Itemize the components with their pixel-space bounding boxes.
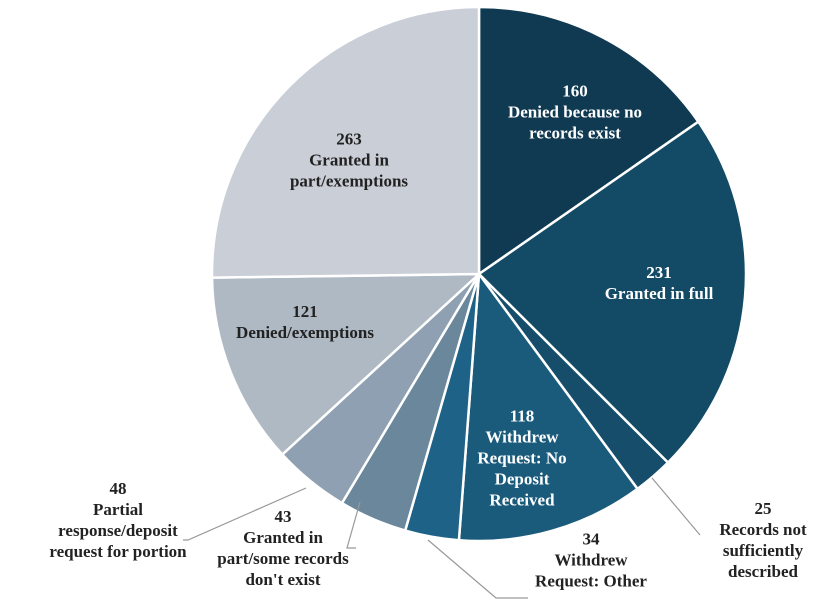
leader-line <box>427 539 528 599</box>
leader-line <box>651 477 701 536</box>
label-value: 118 <box>509 406 535 426</box>
data-label: 118 Withdrew Request: No Deposit Received <box>477 406 566 511</box>
pie-slice <box>210 5 481 279</box>
label-category: Denied/exemptions <box>236 323 374 342</box>
pie-slice <box>457 270 640 543</box>
label-value: 25 <box>754 499 772 518</box>
data-label: 48 Partial response/deposit request for p… <box>49 478 186 562</box>
label-value: 231 <box>646 263 672 282</box>
pie-slice <box>477 119 748 465</box>
label-category: Records not sufficiently described <box>719 520 807 581</box>
label-category: Withdrew Request: No Deposit Received <box>477 427 567 510</box>
leader-line <box>346 501 361 549</box>
label-category: Partial response/deposit request for por… <box>49 500 187 561</box>
label-value: 43 <box>274 507 292 526</box>
label-value: 121 <box>292 302 318 321</box>
leader-line <box>183 487 307 541</box>
data-label: 25 Records not sufficiently described <box>719 498 806 582</box>
label-category: Denied because no records exist <box>507 102 643 143</box>
label-category: Granted in full <box>604 284 714 303</box>
label-value: 48 <box>109 479 127 498</box>
data-label: 34 Withdrew Request: Other <box>535 529 647 592</box>
label-category: Granted in part/some records don't exist <box>217 528 349 589</box>
label-value: 263 <box>336 129 362 149</box>
pie-slice <box>210 272 483 457</box>
pie-slice <box>477 5 701 277</box>
data-label: 43 Granted in part/some records don't exi… <box>217 506 348 590</box>
label-category: Withdrew Request: Other <box>535 550 647 591</box>
data-label: 263 Granted in part/exemptions <box>290 129 408 192</box>
label-value: 34 <box>582 529 600 549</box>
data-label: 160 Denied because no records exist <box>508 81 642 144</box>
label-value: 160 <box>562 81 588 101</box>
label-category: Granted in part/exemptions <box>289 150 409 191</box>
data-label: 121 Denied/exemptions <box>236 301 374 343</box>
data-label: 231 Granted in full <box>605 262 714 304</box>
